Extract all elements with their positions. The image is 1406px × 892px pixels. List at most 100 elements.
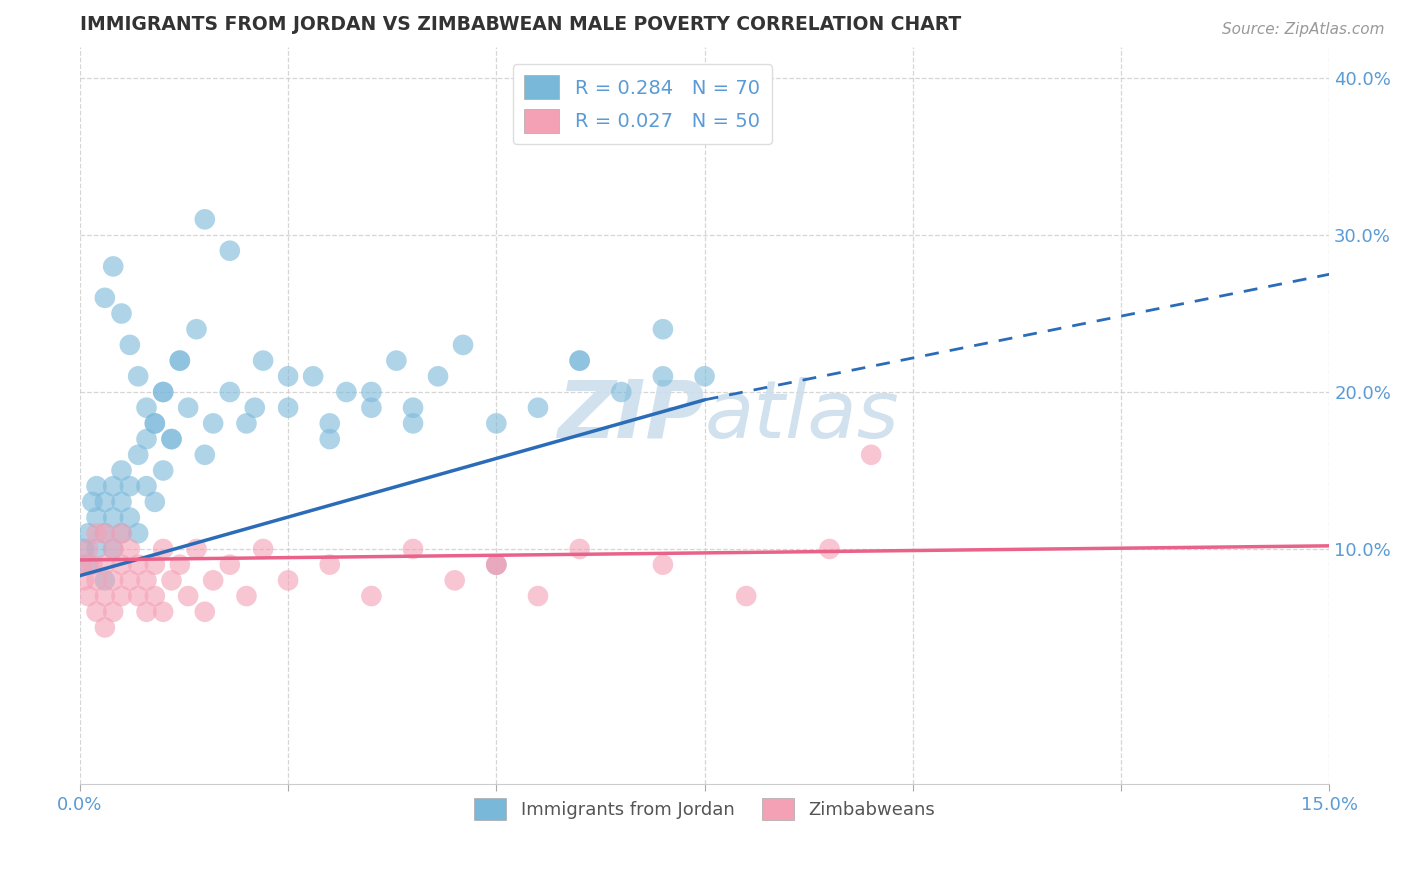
Point [152, 384, 174, 399]
Point [82, 495, 104, 509]
Point [103, 479, 125, 493]
Point [169, 353, 191, 368]
Point [818, 541, 841, 556]
Point [169, 353, 191, 368]
Point [152, 463, 174, 477]
Point [72, 558, 94, 572]
Point [103, 541, 125, 556]
Point [118, 574, 141, 588]
Text: atlas: atlas [704, 376, 900, 455]
Point [527, 589, 550, 603]
Point [651, 322, 673, 336]
Legend: Immigrants from Jordan, Zimbabweans: Immigrants from Jordan, Zimbabweans [467, 790, 942, 827]
Point [103, 260, 125, 274]
Point [118, 338, 141, 352]
Point [177, 589, 200, 603]
Point [86, 510, 108, 524]
Point [568, 353, 591, 368]
Point [402, 401, 425, 415]
Point [82, 558, 104, 572]
Point [118, 479, 141, 493]
Text: IMMIGRANTS FROM JORDAN VS ZIMBABWEAN MALE POVERTY CORRELATION CHART: IMMIGRANTS FROM JORDAN VS ZIMBABWEAN MAL… [80, 15, 962, 34]
Text: Source: ZipAtlas.com: Source: ZipAtlas.com [1222, 22, 1385, 37]
Point [103, 541, 125, 556]
Point [194, 605, 217, 619]
Point [77, 589, 100, 603]
Point [302, 369, 325, 384]
Point [77, 526, 100, 541]
Point [143, 558, 166, 572]
Point [218, 244, 240, 258]
Point [485, 558, 508, 572]
Point [160, 432, 183, 446]
Point [94, 526, 117, 541]
Point [127, 369, 149, 384]
Point [94, 291, 117, 305]
Point [319, 558, 342, 572]
Point [127, 558, 149, 572]
Point [252, 541, 274, 556]
Point [103, 605, 125, 619]
Point [485, 417, 508, 431]
Point [77, 558, 100, 572]
Point [169, 558, 191, 572]
Point [277, 401, 299, 415]
Point [77, 541, 100, 556]
Point [118, 541, 141, 556]
Point [360, 589, 382, 603]
Point [143, 417, 166, 431]
Point [527, 401, 550, 415]
Point [73, 541, 96, 556]
Point [568, 353, 591, 368]
Point [135, 574, 157, 588]
Point [218, 558, 240, 572]
Point [735, 589, 758, 603]
Point [135, 432, 157, 446]
Point [385, 353, 408, 368]
Point [177, 401, 200, 415]
Point [110, 463, 132, 477]
Point [335, 384, 357, 399]
Point [110, 589, 132, 603]
Point [110, 558, 132, 572]
Point [86, 541, 108, 556]
Point [402, 541, 425, 556]
Point [135, 605, 157, 619]
Point [118, 510, 141, 524]
Point [94, 574, 117, 588]
Point [427, 369, 450, 384]
Text: ZIP: ZIP [557, 376, 704, 455]
Point [94, 558, 117, 572]
Point [693, 369, 716, 384]
Point [360, 384, 382, 399]
Point [152, 384, 174, 399]
Point [568, 541, 591, 556]
Point [143, 417, 166, 431]
Point [103, 510, 125, 524]
Point [451, 338, 474, 352]
Point [127, 589, 149, 603]
Point [860, 448, 883, 462]
Point [152, 605, 174, 619]
Point [110, 495, 132, 509]
Point [186, 541, 208, 556]
Point [143, 589, 166, 603]
Point [243, 401, 266, 415]
Point [143, 495, 166, 509]
Point [152, 541, 174, 556]
Point [319, 432, 342, 446]
Point [235, 417, 257, 431]
Point [127, 448, 149, 462]
Point [127, 526, 149, 541]
Point [202, 417, 225, 431]
Point [86, 574, 108, 588]
Point [94, 526, 117, 541]
Point [160, 574, 183, 588]
Point [277, 369, 299, 384]
Point [402, 417, 425, 431]
Point [160, 432, 183, 446]
Point [135, 401, 157, 415]
Point [485, 558, 508, 572]
Point [218, 384, 240, 399]
Point [186, 322, 208, 336]
